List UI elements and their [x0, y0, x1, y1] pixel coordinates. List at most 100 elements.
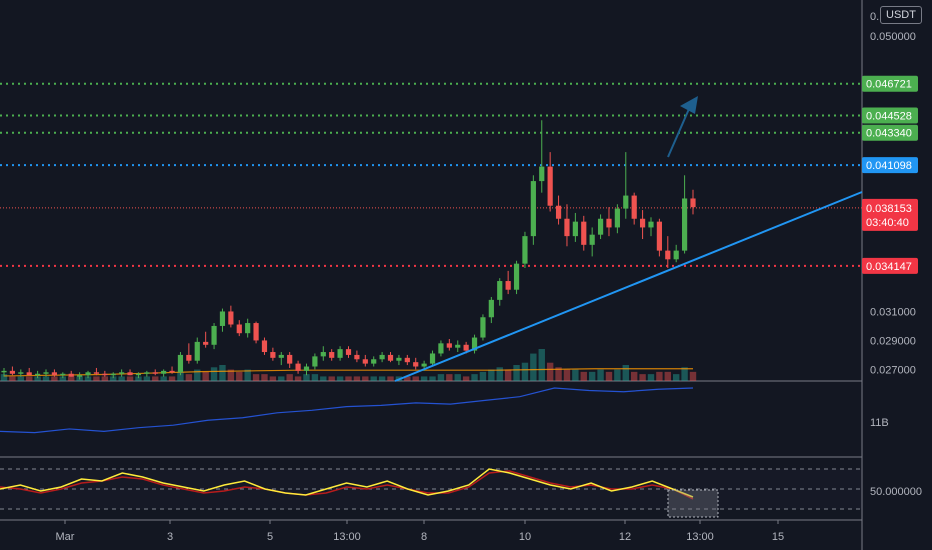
- candle-body: [681, 198, 688, 251]
- candle-body: [396, 357, 402, 361]
- currency-selector[interactable]: USDT: [880, 6, 922, 24]
- time-label: 13:00: [686, 531, 714, 543]
- candle-body: [623, 195, 629, 209]
- arrow-shaft: [667, 101, 693, 158]
- volume-bar: [236, 371, 243, 381]
- candle-body: [404, 357, 410, 363]
- volume-bar: [546, 362, 554, 381]
- volume-bar: [168, 376, 176, 381]
- candle-body: [110, 373, 116, 376]
- candle-body: [18, 372, 24, 374]
- volume-bar: [17, 376, 25, 381]
- candle-body: [606, 218, 612, 228]
- volume-bar: [630, 371, 638, 381]
- candle-body: [446, 343, 452, 348]
- volume-bar: [244, 369, 251, 381]
- candle-body: [497, 281, 503, 300]
- time-label: 3: [167, 531, 173, 543]
- candle-body: [589, 234, 595, 245]
- volume-bar: [9, 376, 16, 381]
- candle-body: [488, 299, 494, 318]
- candle-body: [572, 221, 578, 237]
- obv-tick: 11B: [870, 417, 889, 429]
- volume-bar: [471, 374, 478, 381]
- candle-body: [161, 370, 167, 374]
- candle-body: [597, 218, 604, 235]
- volume-bar: [479, 371, 487, 381]
- candle-body: [287, 354, 293, 364]
- volume-bar: [84, 376, 92, 381]
- candle-body: [648, 221, 654, 228]
- volume-bar: [135, 376, 142, 381]
- volume-bar: [572, 369, 579, 381]
- candle-body: [253, 323, 259, 341]
- candle-body: [639, 218, 646, 228]
- level-label-bg: [862, 75, 918, 92]
- candle-body: [211, 325, 217, 345]
- candle-body: [555, 205, 562, 219]
- candle-body: [480, 317, 486, 338]
- volume-bar: [311, 374, 319, 381]
- candle-body: [135, 373, 142, 376]
- candle-body: [413, 362, 419, 367]
- volume-bar: [59, 376, 67, 381]
- candle-body: [371, 359, 377, 364]
- candle-body: [547, 166, 553, 206]
- volume-bar: [219, 365, 226, 381]
- volume-bar: [387, 376, 394, 381]
- volume-bar: [26, 376, 33, 381]
- volume-bar: [605, 371, 613, 381]
- volume-bar: [68, 376, 75, 381]
- candle-body: [631, 195, 637, 219]
- rsi-highlight-box: [667, 489, 719, 518]
- level-label-bg: [862, 107, 918, 124]
- volume-bar: [42, 376, 50, 381]
- time-label: 5: [267, 531, 273, 543]
- volume-ma-line: [3, 368, 693, 377]
- volume-bar: [446, 374, 453, 381]
- time-label: Mar: [56, 531, 75, 543]
- rsi-fast-line: [0, 468, 694, 498]
- volume-bar: [294, 376, 302, 381]
- volume-bar: [437, 374, 445, 381]
- candle-body: [471, 337, 478, 351]
- candle-body: [152, 372, 158, 374]
- candle-body: [219, 311, 226, 326]
- volume-bar: [614, 369, 621, 381]
- volume-bar: [320, 376, 327, 381]
- volume-bar: [227, 369, 235, 381]
- volume-bar: [303, 374, 310, 381]
- volume-bar: [34, 376, 41, 381]
- volume-bar: [454, 374, 461, 381]
- candle-body: [421, 363, 427, 367]
- candle-body: [429, 353, 436, 364]
- volume-bar: [681, 367, 688, 381]
- volume-bar: [563, 369, 571, 381]
- volume-bar: [160, 376, 167, 381]
- volume-bar: [336, 376, 344, 381]
- volume-bar: [664, 371, 671, 381]
- candle-body: [169, 370, 175, 373]
- volume-bar: [496, 367, 503, 381]
- countdown-label: 03:40:40: [866, 217, 909, 229]
- candle-body: [186, 354, 192, 361]
- price-tick: 0.029000: [870, 335, 916, 347]
- candle-body: [387, 354, 394, 361]
- candle-body: [581, 221, 587, 245]
- candle-body: [77, 375, 83, 377]
- candle-body: [245, 323, 251, 334]
- volume-bar: [93, 376, 100, 381]
- candle-body: [665, 250, 671, 260]
- volume-bar: [378, 376, 386, 381]
- candle-body: [203, 341, 209, 345]
- volume-bar: [521, 362, 529, 381]
- volume-bar: [689, 371, 697, 381]
- volume-bar: [488, 369, 495, 381]
- candle-body: [303, 366, 310, 371]
- candle-body: [60, 373, 66, 376]
- candle-body: [463, 344, 469, 351]
- candle-body: [312, 356, 318, 367]
- volume-bar: [370, 376, 377, 381]
- volume-bar: [353, 376, 361, 381]
